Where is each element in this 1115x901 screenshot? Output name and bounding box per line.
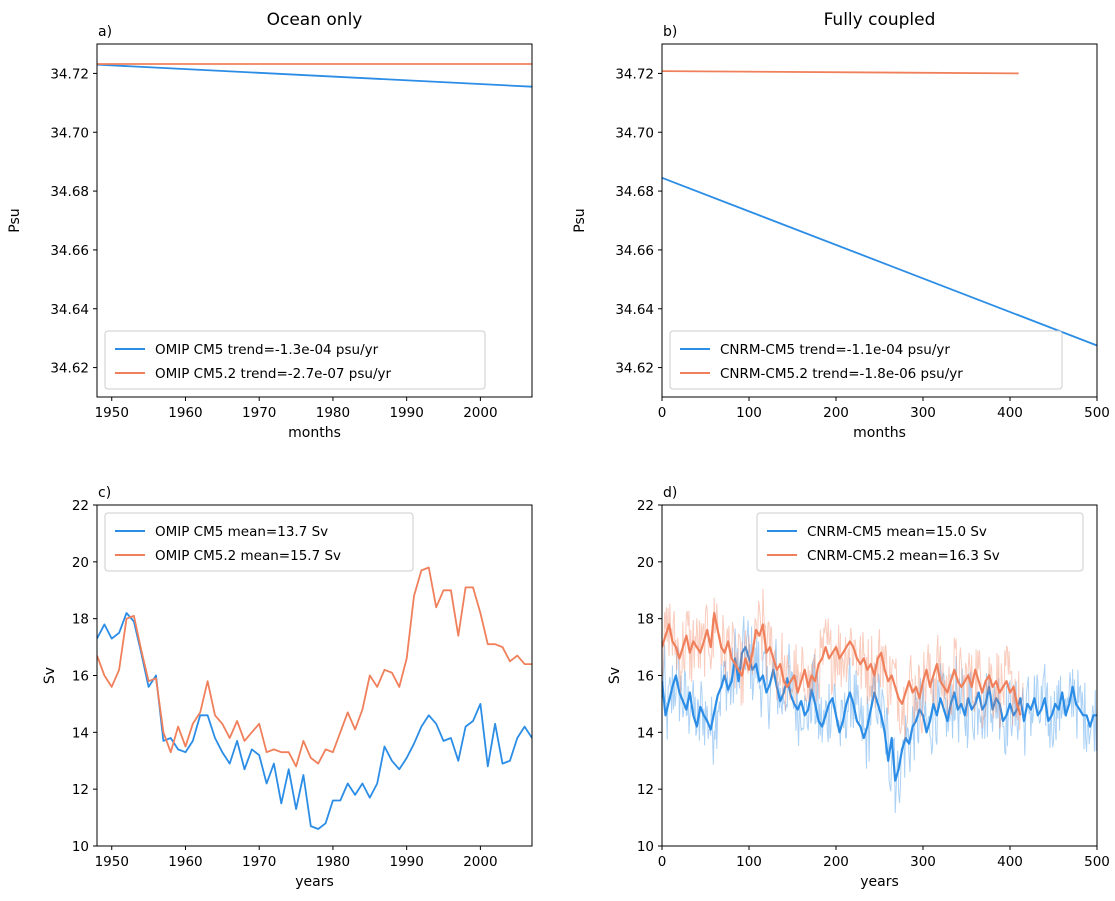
x-tick-label: 1950 — [95, 405, 129, 421]
legend-box — [756, 512, 1084, 572]
y-axis-label: Sv — [42, 667, 58, 684]
panel-letter: c) — [98, 485, 111, 501]
x-axis-label: months — [853, 425, 906, 441]
legend: OMIP CM5 mean=13.7 Sv OMIP CM5.2 mean=15.… — [104, 512, 414, 572]
legend-label: CNRM-CM5.2 mean=16.3 Sv — [807, 548, 1000, 564]
chart-panel-2: Fully coupled b) 0 100 200 300 400 500 34.62 34.6… — [572, 10, 1110, 441]
x-tick-label: 1980 — [316, 405, 350, 421]
y-tick-label: 34.68 — [615, 184, 654, 200]
y-tick-label: 34.64 — [615, 302, 654, 318]
y-tick-label: 34.70 — [615, 125, 654, 141]
legend-label: OMIP CM5.2 trend=-2.7e-07 psu/yr — [155, 366, 391, 382]
x-tick-label: 1990 — [389, 854, 423, 870]
y-tick-label: 10 — [637, 839, 654, 855]
panel-title: Ocean only — [267, 10, 363, 30]
legend-label: OMIP CM5 trend=-1.3e-04 psu/yr — [155, 342, 379, 358]
y-tick-label: 14 — [637, 725, 654, 741]
x-tick-label: 400 — [997, 854, 1023, 870]
y-tick-label: 34.64 — [50, 302, 89, 318]
x-tick-label: 1970 — [242, 405, 276, 421]
series-line-1 — [97, 612, 532, 830]
chart-panel-3: c) 1950 1960 1970 1980 1990 2000 10 12 14 16 18 20 22… — [42, 485, 533, 890]
x-axis-label: years — [295, 874, 334, 890]
x-tick-label: 2000 — [463, 405, 497, 421]
legend: OMIP CM5 trend=-1.3e-04 psu/yr OMIP CM5.2… — [104, 330, 486, 390]
x-tick-label: 1950 — [95, 854, 129, 870]
y-axis-label: Psu — [7, 208, 23, 232]
x-tick-label: 0 — [658, 854, 667, 870]
x-tick-label: 1960 — [168, 405, 202, 421]
x-tick-label: 500 — [1084, 854, 1110, 870]
legend-label: CNRM-CM5 mean=15.0 Sv — [807, 524, 987, 540]
y-tick-label: 16 — [72, 669, 89, 685]
y-tick-label: 20 — [637, 555, 654, 571]
x-tick-label: 300 — [910, 405, 936, 421]
chart-panel-1: Ocean only a) 1950 1960 1970 1980 1990 2000 34.6… — [7, 10, 533, 441]
x-tick-label: 1990 — [389, 405, 423, 421]
x-tick-label: 200 — [823, 405, 849, 421]
y-tick-label: 34.62 — [50, 361, 89, 377]
x-tick-label: 400 — [997, 405, 1023, 421]
legend-label: OMIP CM5.2 mean=15.7 Sv — [155, 548, 341, 564]
x-tick-label: 1980 — [316, 854, 350, 870]
series-raw-line-2 — [662, 588, 1024, 741]
x-tick-label: 300 — [910, 854, 936, 870]
x-tick-label: 100 — [736, 854, 762, 870]
x-tick-label: 1960 — [168, 854, 202, 870]
x-axis-label: months — [288, 425, 341, 441]
series-line-2 — [662, 611, 1022, 716]
series-lines — [662, 588, 1097, 814]
y-tick-label: 12 — [72, 782, 89, 798]
y-tick-label: 34.66 — [50, 243, 89, 259]
legend-label: OMIP CM5 mean=13.7 Sv — [155, 524, 328, 540]
y-tick-label: 18 — [637, 612, 654, 628]
y-tick-label: 16 — [637, 669, 654, 685]
legend: CNRM-CM5 trend=-1.1e-04 psu/yr CNRM-CM5.2… — [669, 330, 1063, 390]
panel-title: Fully coupled — [824, 10, 936, 30]
x-tick-label: 1970 — [242, 854, 276, 870]
legend-box — [104, 512, 414, 572]
y-tick-label: 34.72 — [50, 66, 89, 82]
x-tick-label: 100 — [736, 405, 762, 421]
y-tick-label: 18 — [72, 612, 89, 628]
y-tick-label: 34.72 — [615, 66, 654, 82]
x-axis-label: years — [860, 874, 899, 890]
legend-box — [669, 330, 1063, 390]
y-axis-label: Sv — [607, 667, 623, 684]
plot-frame — [96, 43, 533, 398]
series-line-1 — [662, 176, 1097, 347]
series-lines — [97, 566, 532, 830]
y-tick-label: 34.70 — [50, 125, 89, 141]
y-tick-label: 20 — [72, 555, 89, 571]
x-tick-label: 0 — [658, 405, 667, 421]
y-tick-label: 22 — [637, 498, 654, 514]
legend: CNRM-CM5 mean=15.0 Sv CNRM-CM5.2 mean=16.… — [756, 512, 1084, 572]
y-tick-label: 22 — [72, 498, 89, 514]
legend-label: CNRM-CM5.2 trend=-1.8e-06 psu/yr — [720, 366, 963, 382]
y-tick-label: 10 — [72, 839, 89, 855]
x-tick-label: 2000 — [463, 854, 497, 870]
legend-label: CNRM-CM5 trend=-1.1e-04 psu/yr — [720, 342, 950, 358]
series-line-1 — [97, 63, 532, 88]
y-tick-label: 34.66 — [615, 243, 654, 259]
y-tick-label: 34.68 — [50, 184, 89, 200]
plot-frame — [661, 43, 1098, 398]
panel-letter: a) — [98, 24, 112, 40]
y-axis-label: Psu — [572, 208, 588, 232]
x-tick-label: 500 — [1084, 405, 1110, 421]
series-line-2 — [662, 70, 1019, 75]
y-tick-label: 12 — [637, 782, 654, 798]
panel-letter: d) — [663, 485, 677, 501]
series-line-2 — [97, 566, 532, 768]
y-tick-label: 34.62 — [615, 361, 654, 377]
series-lines — [97, 63, 532, 88]
y-tick-label: 14 — [72, 725, 89, 741]
series-lines — [662, 70, 1097, 347]
legend-box — [104, 330, 486, 390]
series-raw-line-1 — [662, 616, 1097, 814]
x-tick-label: 200 — [823, 854, 849, 870]
panel-letter: b) — [663, 24, 677, 40]
chart-panel-4: d) 0 100 200 300 400 500 10 12 14 16 18 20 22 years Sv C… — [607, 485, 1110, 890]
